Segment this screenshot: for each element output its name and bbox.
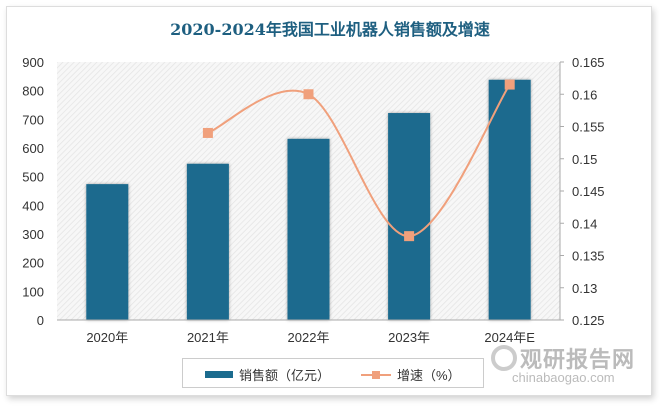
bar-2 [287, 138, 330, 320]
legend-label: 销售额（亿元） [239, 368, 331, 383]
bar-3 [388, 113, 431, 320]
left-tick-label: 200 [22, 256, 44, 271]
right-tick-label: 0.165 [572, 55, 605, 70]
legend: 销售额（亿元） 增速（%） [182, 358, 484, 388]
bar-swatch-icon [205, 371, 233, 378]
right-tick-label: 0.13 [572, 281, 597, 296]
x-tick-label: 2020年 [86, 330, 128, 345]
legend-item-growth[interactable]: 增速（%） [361, 365, 461, 384]
growth-marker-1 [303, 89, 314, 100]
left-tick-label: 0 [37, 313, 44, 328]
left-tick-label: 500 [22, 170, 44, 185]
right-tick-label: 0.145 [572, 184, 605, 199]
left-tick-label: 300 [22, 227, 44, 242]
right-tick-label: 0.16 [572, 87, 597, 102]
watermark-url: chinabaogao.com [512, 370, 615, 385]
growth-marker-0 [202, 127, 213, 138]
left-tick-label: 600 [22, 141, 44, 156]
legend-item-sales[interactable]: 销售额（亿元） [205, 365, 330, 384]
right-tick-label: 0.135 [572, 249, 605, 264]
x-tick-label: 2022年 [288, 330, 330, 345]
left-tick-label: 800 [22, 84, 44, 99]
bar-0 [86, 184, 129, 320]
x-tick-label: 2024年E [484, 330, 535, 345]
x-tick-label: 2023年 [388, 330, 430, 345]
chart-title: 2020-2024年我国工业机器人销售额及增速 [170, 20, 490, 39]
bar-4 [488, 79, 531, 320]
right-tick-label: 0.155 [572, 120, 605, 135]
left-tick-label: 100 [22, 284, 44, 299]
growth-line [207, 84, 511, 238]
line-swatch-icon [361, 370, 391, 379]
left-tick-label: 900 [22, 55, 44, 70]
growth-marker-2 [404, 231, 415, 242]
right-tick-label: 0.14 [572, 216, 597, 231]
growth-marker-3 [504, 79, 515, 90]
watermark-name: 观研报告网 [520, 347, 636, 372]
legend-label: 增速（%） [397, 368, 461, 383]
left-tick-label: 400 [22, 198, 44, 213]
right-tick-label: 0.15 [572, 152, 597, 167]
x-tick-label: 2021年 [187, 330, 229, 345]
right-tick-label: 0.125 [572, 313, 605, 328]
bar-1 [186, 163, 229, 320]
left-tick-label: 700 [22, 112, 44, 127]
logo-icon [491, 345, 517, 371]
